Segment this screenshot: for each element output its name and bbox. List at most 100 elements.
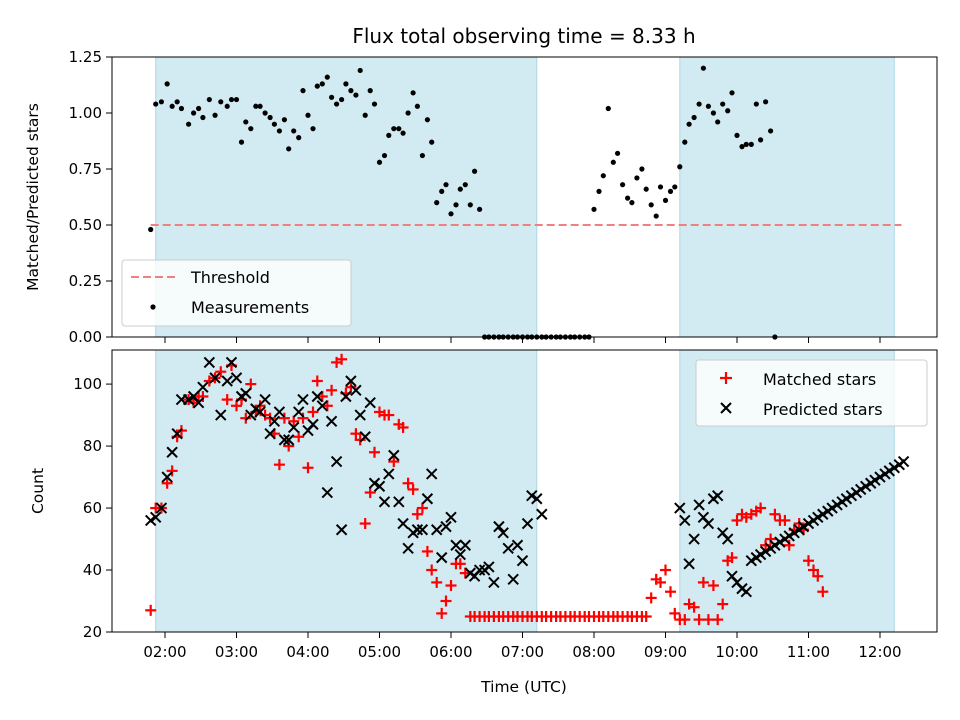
x-tick-label: 06:00 [429, 643, 472, 661]
measurement-point [710, 110, 717, 116]
measurement-point [262, 110, 268, 116]
matched-star-point [388, 456, 400, 468]
y-tick-label: 100 [73, 375, 102, 393]
matched-star-point [166, 465, 178, 477]
matched-star-point [665, 586, 677, 598]
predicted-star-point [473, 564, 486, 576]
matched-star-point [411, 508, 423, 520]
predicted-star-point [359, 431, 371, 443]
matched-star-point [288, 415, 300, 427]
ratio-panel-ylabel: Matched/Predicted stars [24, 103, 42, 291]
predicted-star-point [702, 517, 715, 530]
predicted-star-point [182, 393, 195, 406]
predicted-star-point [397, 517, 409, 530]
predicted-star-point [854, 483, 867, 496]
predicted-star-point [354, 409, 366, 421]
measurement-point [396, 126, 402, 132]
predicted-star-point [240, 387, 252, 400]
matched-star-point [368, 446, 380, 458]
predicted-star-point [788, 527, 800, 539]
matched-star-point [731, 514, 743, 526]
measurement-point [748, 141, 754, 147]
matched-star-point [765, 533, 777, 545]
measurement-point [734, 132, 740, 138]
measurement-point [757, 137, 764, 143]
matched-star-point [660, 564, 671, 576]
matched-star-point [359, 518, 371, 530]
matched-star-point [431, 576, 443, 588]
measurement-point [376, 159, 383, 165]
predicted-star-point [711, 489, 724, 502]
measurement-point [443, 182, 449, 188]
matched-star-point [215, 366, 227, 378]
predicted-star-point [225, 356, 238, 369]
matched-star-point [755, 502, 767, 514]
measurement-point [471, 168, 478, 174]
measurement-point [233, 96, 240, 103]
matched-star-point [311, 375, 323, 387]
measurement-point [281, 117, 288, 123]
measurement-point [657, 184, 664, 190]
measurement-point [248, 126, 254, 132]
measurement-point [185, 121, 192, 127]
predicted-star-point [845, 489, 858, 502]
x-tick-label: 05:00 [358, 643, 401, 661]
measurement-point [357, 67, 363, 74]
matched-star-point [161, 477, 173, 489]
predicted-star-point [425, 468, 438, 480]
chart-title: Flux total observing time = 8.33 h [352, 24, 695, 48]
measurement-point [739, 144, 745, 150]
predicted-star-point [393, 496, 405, 508]
matched-star-point [221, 394, 233, 406]
measurement-point [720, 101, 726, 107]
predicted-star-point [215, 409, 227, 421]
y-tick-label: 20 [83, 623, 102, 641]
count-panel-ylabel: Count [29, 468, 47, 514]
measurement-point [305, 112, 311, 118]
legend-predicted-swatch [720, 402, 732, 414]
measurement-point [153, 101, 159, 107]
measurement-point [224, 103, 230, 109]
measurement-point [319, 81, 325, 87]
predicted-star-point [203, 356, 216, 369]
predicted-star-point [259, 393, 271, 406]
measurement-point [610, 159, 616, 165]
measurement-point [696, 101, 702, 107]
x-tick-label: 10:00 [715, 643, 758, 661]
measurement-point [439, 188, 445, 194]
measurement-point [314, 83, 320, 89]
predicted-star-point [721, 533, 734, 545]
predicted-star-point [368, 477, 381, 489]
measurement-point [334, 101, 340, 107]
predicted-star-point [774, 536, 786, 548]
measurement-point [620, 182, 626, 188]
predicted-star-point [430, 524, 443, 536]
predicted-star-point [511, 539, 524, 551]
matched-star-point [297, 412, 309, 424]
measurement-point [715, 119, 721, 125]
measurement-point [243, 119, 249, 125]
measurement-point [286, 146, 292, 152]
x-tick-label: 08:00 [572, 643, 615, 661]
measurement-point [238, 139, 245, 145]
predicted-star-point [812, 511, 824, 524]
measurement-point [600, 173, 606, 179]
legend-matched-label: Matched stars [763, 370, 876, 389]
predicted-star-point [335, 524, 348, 536]
predicted-star-point [883, 465, 896, 477]
measurement-point [174, 99, 180, 105]
measurement-point [362, 112, 368, 118]
predicted-star-point [144, 514, 157, 527]
predicted-star-point [817, 508, 829, 520]
y-tick-label: 1.25 [69, 48, 102, 66]
measurement-point [705, 103, 712, 109]
predicted-star-point [287, 421, 300, 434]
x-tick-label: 09:00 [644, 643, 687, 661]
predicted-star-point [679, 514, 691, 527]
predicted-star-point [435, 551, 448, 564]
predicted-star-point [364, 396, 376, 409]
predicted-star-point [330, 455, 343, 468]
measurement-point [296, 135, 302, 141]
measurement-point [462, 182, 468, 188]
